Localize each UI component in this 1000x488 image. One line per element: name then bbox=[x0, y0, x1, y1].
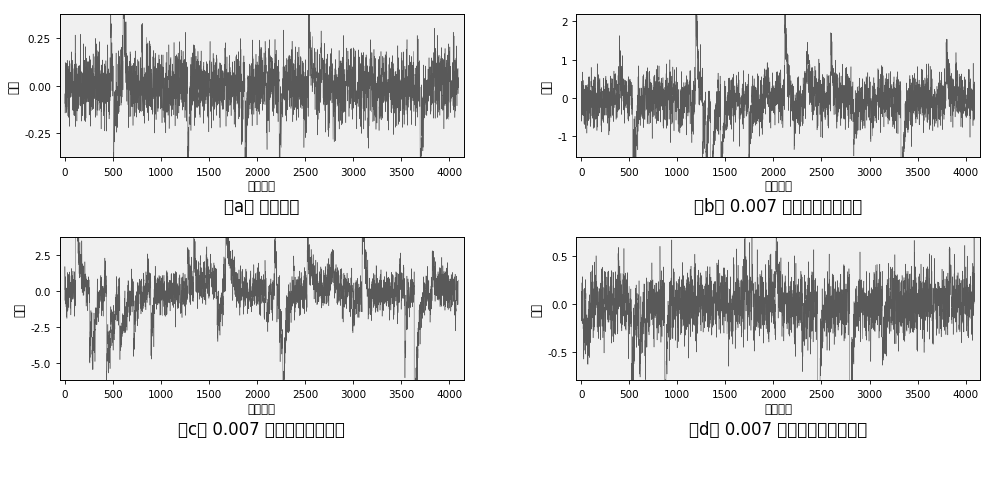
Y-axis label: 振幅: 振幅 bbox=[13, 302, 26, 316]
X-axis label: 采样点数: 采样点数 bbox=[248, 403, 276, 415]
X-axis label: 采样点数: 采样点数 bbox=[764, 403, 792, 415]
X-axis label: 采样点数: 采样点数 bbox=[248, 180, 276, 193]
Text: （a） 正常状态: （a） 正常状态 bbox=[224, 197, 299, 215]
Text: （c） 0.007 裂纹外圈故障状态: （c） 0.007 裂纹外圈故障状态 bbox=[178, 420, 345, 438]
X-axis label: 采样点数: 采样点数 bbox=[764, 180, 792, 193]
Y-axis label: 振幅: 振幅 bbox=[540, 80, 553, 93]
Y-axis label: 振幅: 振幅 bbox=[530, 302, 543, 316]
Text: （b） 0.007 裂纹内圈故障状态: （b） 0.007 裂纹内圈故障状态 bbox=[694, 197, 862, 215]
Y-axis label: 振幅: 振幅 bbox=[7, 80, 20, 93]
Text: （d） 0.007 裂纹滚动体故障状态: （d） 0.007 裂纹滚动体故障状态 bbox=[689, 420, 867, 438]
